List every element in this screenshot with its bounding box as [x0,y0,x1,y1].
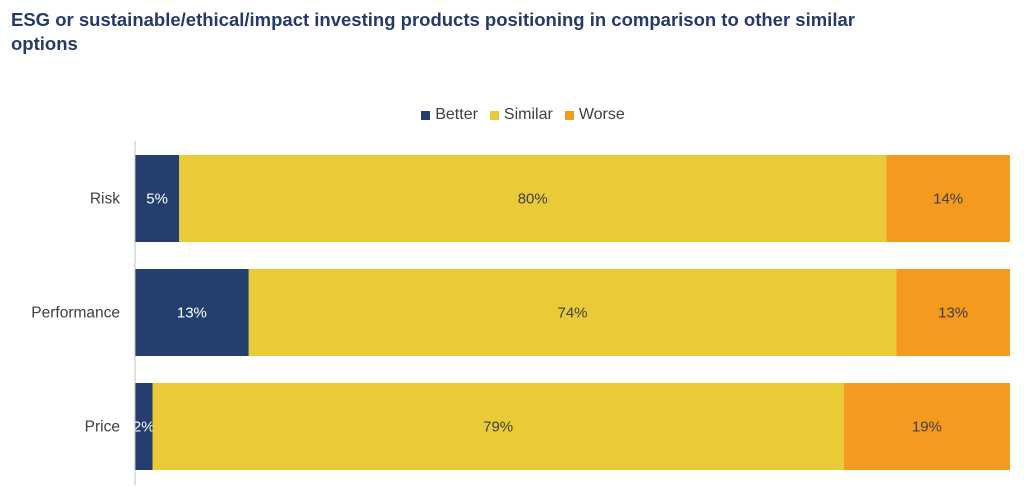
legend-label-similar: Similar [503,106,553,123]
category-label: Price [85,419,120,436]
data-label: 19% [912,419,942,436]
legend-item-worse: Worse [564,106,625,124]
data-label: 80% [518,191,548,208]
data-label: 2% [133,419,155,436]
bar-similar [179,155,887,242]
legend-label-worse: Worse [578,106,625,123]
legend-item-similar: Similar [489,106,553,124]
legend-swatch-better [421,110,431,120]
bar-better [135,383,153,470]
category-label: Risk [90,191,120,208]
bar-similar [152,383,844,470]
bar-worse [886,155,1010,242]
data-label: 13% [177,305,207,322]
data-label: 14% [933,191,963,208]
legend-item-better: Better [421,106,478,124]
legend: Better Similar Worse [0,106,1024,124]
data-label: 13% [938,305,968,322]
legend-swatch-similar [489,110,499,120]
data-label: 79% [483,419,513,436]
bar-worse [896,269,1010,356]
chart-title: ESG or sustainable/ethical/impact invest… [11,9,855,54]
bar-similar [248,269,897,356]
data-label: 74% [557,305,587,322]
legend-swatch-worse [564,110,574,120]
bar-better [135,155,180,242]
bar-better [135,269,249,356]
data-label: 5% [146,191,168,208]
legend-label-better: Better [435,106,478,123]
category-label: Performance [31,305,120,322]
bar-worse [843,383,1010,470]
